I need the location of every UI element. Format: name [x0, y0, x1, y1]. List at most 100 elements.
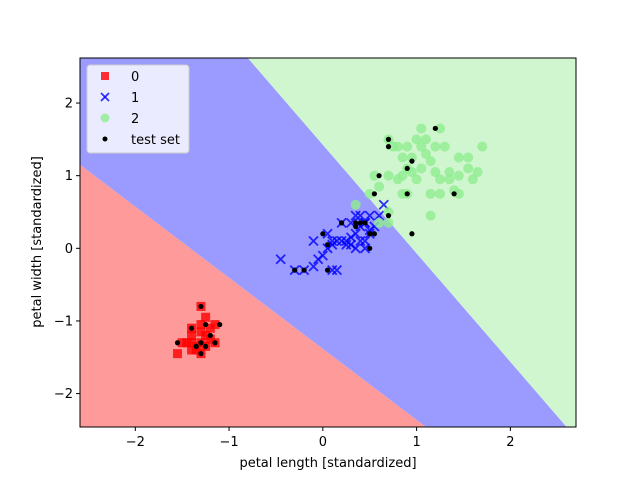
- test-set-point: [409, 158, 415, 164]
- legend-box: [86, 64, 190, 154]
- test-set-point: [451, 191, 457, 197]
- plot-frame: [79, 57, 577, 428]
- data-point-class-1: [317, 250, 328, 261]
- data-point-class-2: [430, 167, 441, 178]
- data-point-class-2: [406, 152, 417, 163]
- data-point-class-2: [444, 174, 455, 185]
- data-point-class-2: [392, 141, 403, 152]
- legend-marker-test-set: [102, 136, 108, 142]
- data-point-class-2: [420, 134, 431, 145]
- data-point-class-0: [196, 320, 206, 330]
- test-set-point: [203, 343, 209, 349]
- data-point-class-2: [444, 167, 455, 178]
- data-point-class-2: [416, 163, 427, 174]
- test-set-point: [207, 332, 213, 339]
- x-tick-label: 0: [319, 435, 327, 450]
- data-point-class-2: [383, 217, 394, 228]
- data-point-class-1: [341, 239, 352, 250]
- data-point-class-1: [373, 210, 385, 221]
- data-point-class-2: [435, 188, 446, 199]
- decision-region-class-2: [247, 58, 576, 427]
- data-point-class-2: [463, 163, 474, 174]
- test-set-point: [376, 173, 382, 179]
- data-point-class-2: [383, 170, 394, 181]
- y-tick-label: 2: [65, 97, 73, 112]
- data-point-class-1: [331, 235, 343, 247]
- legend-label-class-2: 2: [131, 112, 139, 127]
- x-tick-label: 2: [506, 435, 514, 450]
- legend-label-class-0: 0: [131, 70, 139, 85]
- test-set-point: [198, 351, 204, 357]
- decision-region-class-1: [80, 58, 567, 427]
- data-point-class-2: [435, 174, 446, 185]
- data-point-class-1: [308, 261, 319, 272]
- test-set-point: [292, 267, 298, 273]
- data-point-class-2: [430, 141, 441, 152]
- data-point-class-1: [350, 228, 361, 239]
- y-axis-label: petal width [standardized]: [30, 156, 45, 328]
- data-point-class-1: [355, 210, 366, 221]
- legend-label-class-1: 1: [131, 91, 139, 106]
- data-point-class-2: [416, 123, 427, 134]
- test-set-point: [198, 303, 204, 310]
- test-set-point: [188, 325, 195, 331]
- data-point-class-2: [435, 123, 446, 134]
- test-set-point: [404, 191, 410, 197]
- data-point-class-0: [205, 323, 215, 333]
- legend-marker-class-0: [101, 72, 109, 80]
- data-point-class-0: [205, 334, 215, 344]
- test-set-point: [338, 220, 345, 226]
- data-point-class-0: [196, 327, 206, 337]
- x-tick-label: −1: [219, 435, 238, 450]
- test-set-point: [404, 165, 410, 172]
- data-point-class-1: [359, 235, 371, 247]
- data-point-class-2: [463, 152, 474, 163]
- data-point-class-2: [420, 148, 431, 159]
- test-set-point: [385, 136, 392, 142]
- data-point-class-2: [425, 188, 436, 199]
- data-point-class-2: [416, 141, 427, 152]
- x-axis-label: petal length [standardized]: [239, 456, 416, 471]
- test-set-point: [432, 125, 438, 132]
- x-tick-label: 1: [412, 435, 420, 450]
- data-point-class-2: [383, 206, 394, 217]
- data-point-class-0: [201, 330, 211, 340]
- data-point-class-0: [187, 338, 197, 348]
- test-set-point: [409, 231, 415, 237]
- data-point-class-1: [275, 254, 286, 265]
- data-point-class-1: [331, 264, 343, 276]
- test-set-point: [371, 191, 378, 197]
- test-set-point: [203, 321, 209, 328]
- data-point-class-2: [374, 217, 385, 228]
- data-point-class-2: [425, 156, 436, 167]
- data-point-class-2: [411, 134, 422, 145]
- data-point-class-2: [477, 141, 488, 152]
- data-point-class-0: [210, 320, 220, 330]
- test-set-point: [198, 340, 204, 346]
- data-point-class-2: [374, 181, 385, 192]
- test-set-point: [324, 242, 331, 248]
- data-point-class-2: [402, 141, 413, 152]
- data-point-class-2: [364, 188, 375, 199]
- test-set-point: [212, 340, 218, 346]
- test-set-point: [362, 220, 368, 226]
- test-set-point: [385, 144, 392, 150]
- data-point-class-1: [322, 228, 333, 239]
- y-tick-label: −2: [54, 387, 73, 402]
- data-point-class-1: [355, 235, 366, 247]
- test-set-point: [385, 213, 392, 219]
- data-point-class-2: [425, 210, 436, 221]
- data-point-class-2: [453, 152, 464, 163]
- legend-marker-class-1: [100, 92, 110, 102]
- data-point-class-1: [350, 210, 361, 221]
- data-point-class-2: [449, 185, 460, 196]
- decision-regions: [80, 58, 576, 427]
- test-set-point: [174, 340, 181, 346]
- data-point-class-2: [397, 170, 408, 181]
- test-set-point: [301, 267, 307, 273]
- data-point-class-1: [308, 235, 319, 247]
- data-point-class-0: [173, 349, 183, 359]
- x-tick-label: −2: [126, 435, 145, 450]
- test-set-point: [217, 321, 223, 328]
- test-set-point: [320, 231, 326, 237]
